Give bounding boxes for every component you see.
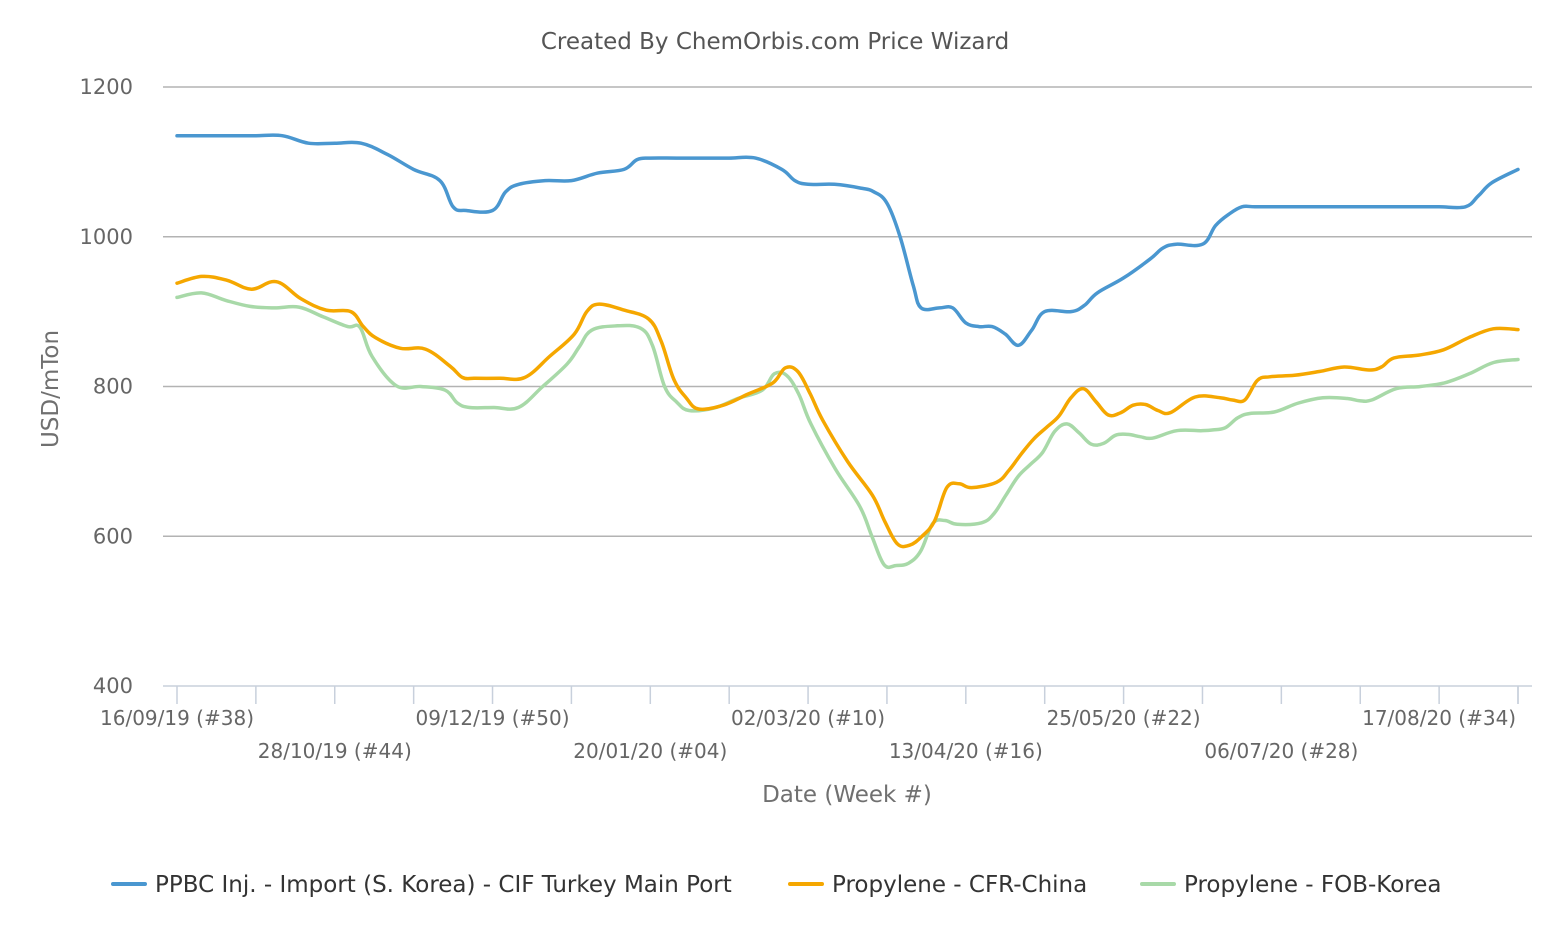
grid-lines [163,86,1532,537]
x-tick-label: 06/07/20 (#28) [1204,739,1358,763]
legend-label: Propylene - CFR-China [832,872,1087,898]
legend-item-2[interactable]: Propylene - CFR-China [788,872,1087,898]
x-tick-label: 25/05/20 (#22) [1047,706,1201,730]
x-tick-label: 13/04/20 (#16) [889,739,1043,763]
series-line-1 [175,133,1520,348]
chart-title: Created By ChemOrbis.com Price Wizard [541,29,1009,55]
x-tick-label: 17/08/20 (#34) [1362,706,1516,730]
legend-item-1[interactable]: PPBC Inj. - Import (S. Korea) - CIF Turk… [111,872,732,898]
y-axis-ticks: 400 600 800 1000 1200 [80,75,133,698]
y-axis-title: USD/mTon [38,330,64,448]
series-line-3 [175,291,1520,570]
x-tick-label: 28/10/19 (#44) [258,739,412,763]
y-tick-label: 1000 [80,225,133,249]
y-tick-label: 800 [93,375,133,399]
legend-item-3[interactable]: Propylene - FOB-Korea [1140,872,1442,898]
y-tick-label: 600 [93,524,133,548]
legend-label: Propylene - FOB-Korea [1184,872,1442,898]
x-tick-label: 20/01/20 (#04) [573,739,727,763]
legend: PPBC Inj. - Import (S. Korea) - CIF Turk… [111,872,1442,898]
x-axis-title: Date (Week #) [762,782,932,808]
x-tick-label: 02/03/20 (#10) [731,706,885,730]
x-tick-label: 16/09/19 (#38) [100,706,254,730]
x-axis-ticks: 16/09/19 (#38)28/10/19 (#44)09/12/19 (#5… [100,686,1519,763]
x-tick-label: 09/12/19 (#50) [416,706,570,730]
series-line-2 [175,274,1520,549]
y-tick-label: 1200 [80,75,133,99]
series-lines [175,133,1520,570]
y-tick-label: 400 [93,674,133,698]
legend-label: PPBC Inj. - Import (S. Korea) - CIF Turk… [155,872,732,898]
